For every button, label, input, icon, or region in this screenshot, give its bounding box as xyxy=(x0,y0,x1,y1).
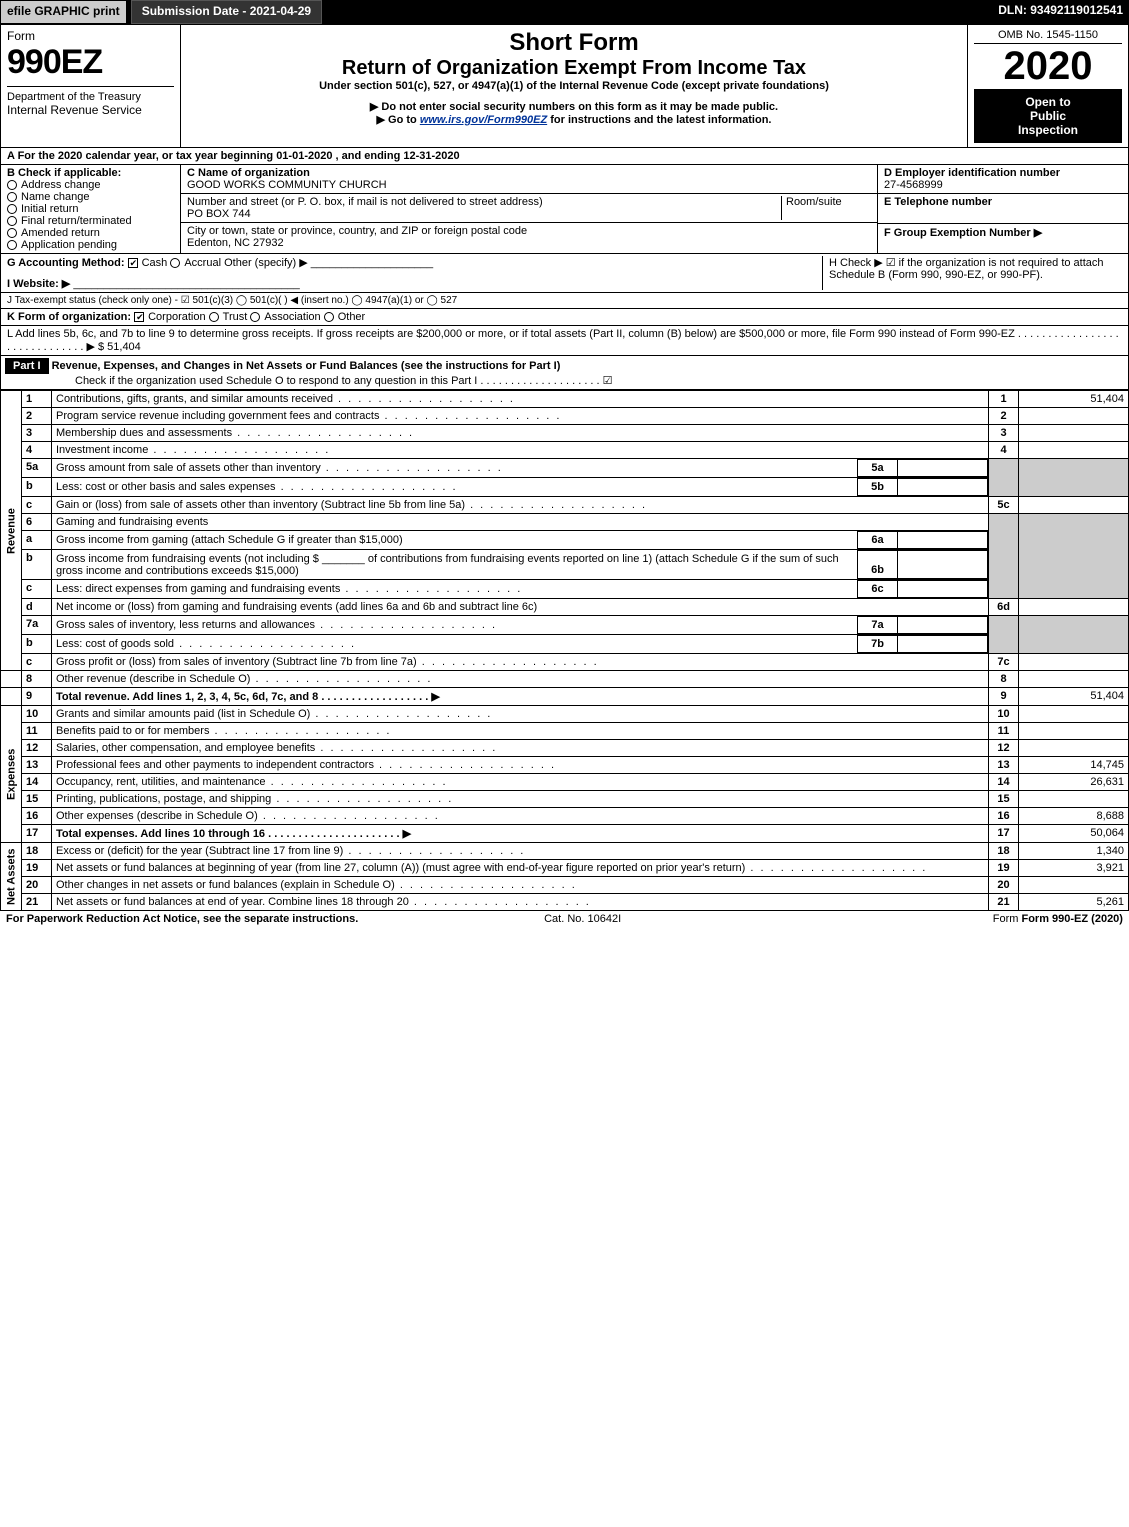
l1-num: 1 xyxy=(22,391,52,408)
line-l: L Add lines 5b, 6c, and 7b to line 9 to … xyxy=(0,326,1129,356)
footer-right: Form Form 990-EZ (2020) xyxy=(993,913,1123,925)
line-k: K Form of organization: Corporation Trus… xyxy=(0,309,1129,326)
efile-button[interactable]: efile GRAPHIC print xyxy=(0,0,127,24)
open-3: Inspection xyxy=(976,123,1120,137)
c-label: C Name of organization xyxy=(187,167,310,179)
irs-link[interactable]: www.irs.gov/Form990EZ xyxy=(420,114,547,126)
return-title: Return of Organization Exempt From Incom… xyxy=(187,57,961,80)
line-a: A For the 2020 calendar year, or tax yea… xyxy=(0,148,1129,165)
submission-date-button[interactable]: Submission Date - 2021-04-29 xyxy=(131,0,322,24)
open-public-box: Open to Public Inspection xyxy=(974,89,1122,143)
cash-checkbox[interactable] xyxy=(128,258,138,268)
part1-title: Revenue, Expenses, and Changes in Net As… xyxy=(52,360,561,372)
k-other-checkbox[interactable] xyxy=(324,312,334,322)
dept-irs: Internal Revenue Service xyxy=(7,103,174,117)
part1-tab: Part I xyxy=(5,358,49,374)
f-label: F Group Exemption Number ▶ xyxy=(884,227,1042,239)
b-opt-4[interactable]: Amended return xyxy=(7,227,174,239)
room-label: Room/suite xyxy=(781,196,871,220)
accrual-checkbox[interactable] xyxy=(170,258,180,268)
top-bar: efile GRAPHIC print Submission Date - 20… xyxy=(0,0,1129,24)
form-label: Form xyxy=(7,29,174,43)
k-corp-checkbox[interactable] xyxy=(134,312,144,322)
tax-year: 2020 xyxy=(974,44,1122,89)
b-opt-3[interactable]: Final return/terminated xyxy=(7,215,174,227)
section-def: D Employer identification number 27-4568… xyxy=(878,165,1128,253)
revenue-table: Revenue 1 Contributions, gifts, grants, … xyxy=(0,390,1129,911)
l1-ref: 1 xyxy=(989,391,1019,408)
ssn-warning: ▶ Do not enter social security numbers o… xyxy=(187,100,961,113)
section-c: C Name of organization GOOD WORKS COMMUN… xyxy=(181,165,878,253)
part1-check: Check if the organization used Schedule … xyxy=(5,375,613,387)
b-opt-0[interactable]: Address change xyxy=(7,179,174,191)
k-assoc-checkbox[interactable] xyxy=(250,312,260,322)
b-opt-1[interactable]: Name change xyxy=(7,191,174,203)
d-label: D Employer identification number xyxy=(884,167,1060,179)
k-label: K Form of organization: xyxy=(7,311,131,323)
b-label: B Check if applicable: xyxy=(7,167,174,179)
short-form-title: Short Form xyxy=(187,29,961,57)
goto-pre: ▶ Go to xyxy=(377,114,420,126)
footer-left: For Paperwork Reduction Act Notice, see … xyxy=(6,913,358,925)
goto-post: for instructions and the latest informat… xyxy=(547,114,771,126)
side-netassets: Net Assets xyxy=(1,843,22,911)
subtitle: Under section 501(c), 527, or 4947(a)(1)… xyxy=(187,80,961,92)
part1-header: Part I Revenue, Expenses, and Changes in… xyxy=(0,356,1129,390)
org-name: GOOD WORKS COMMUNITY CHURCH xyxy=(187,179,387,191)
form-header: Form 990EZ Department of the Treasury In… xyxy=(0,24,1129,148)
side-revenue: Revenue xyxy=(1,391,22,671)
l1-amt: 51,404 xyxy=(1019,391,1129,408)
section-g: G Accounting Method: Cash Accrual Other … xyxy=(7,256,822,290)
header-left: Form 990EZ Department of the Treasury In… xyxy=(1,25,181,147)
omb-number: OMB No. 1545-1150 xyxy=(974,29,1122,44)
city-label: City or town, state or province, country… xyxy=(187,225,527,237)
section-b: B Check if applicable: Address change Na… xyxy=(1,165,181,253)
org-city: Edenton, NC 27932 xyxy=(187,237,284,249)
page-footer: For Paperwork Reduction Act Notice, see … xyxy=(0,911,1129,927)
goto-line: ▶ Go to www.irs.gov/Form990EZ for instru… xyxy=(187,113,961,126)
i-label: I Website: ▶ xyxy=(7,278,70,290)
ein: 27-4568999 xyxy=(884,179,943,191)
header-right: OMB No. 1545-1150 2020 Open to Public In… xyxy=(968,25,1128,147)
form-number: 990EZ xyxy=(7,43,174,82)
other-specify: Other (specify) ▶ xyxy=(224,257,308,269)
gh-row: G Accounting Method: Cash Accrual Other … xyxy=(0,254,1129,293)
section-b-row: B Check if applicable: Address change Na… xyxy=(0,165,1129,254)
dept-treasury: Department of the Treasury xyxy=(7,86,174,103)
e-label: E Telephone number xyxy=(884,196,992,208)
section-h: H Check ▶ ☑ if the organization is not r… xyxy=(822,256,1122,290)
addr-label: Number and street (or P. O. box, if mail… xyxy=(187,196,543,208)
g-label: G Accounting Method: xyxy=(7,257,125,269)
header-mid: Short Form Return of Organization Exempt… xyxy=(181,25,968,147)
org-address: PO BOX 744 xyxy=(187,208,251,220)
l1-text: Contributions, gifts, grants, and simila… xyxy=(52,391,989,408)
footer-cat: Cat. No. 10642I xyxy=(544,913,621,925)
line-j: J Tax-exempt status (check only one) - ☑… xyxy=(0,293,1129,309)
k-trust-checkbox[interactable] xyxy=(209,312,219,322)
open-2: Public xyxy=(976,109,1120,123)
b-opt-2[interactable]: Initial return xyxy=(7,203,174,215)
b-opt-5[interactable]: Application pending xyxy=(7,239,174,251)
dln-label: DLN: 93492119012541 xyxy=(992,0,1129,24)
open-1: Open to xyxy=(976,95,1120,109)
side-expenses: Expenses xyxy=(1,706,22,843)
